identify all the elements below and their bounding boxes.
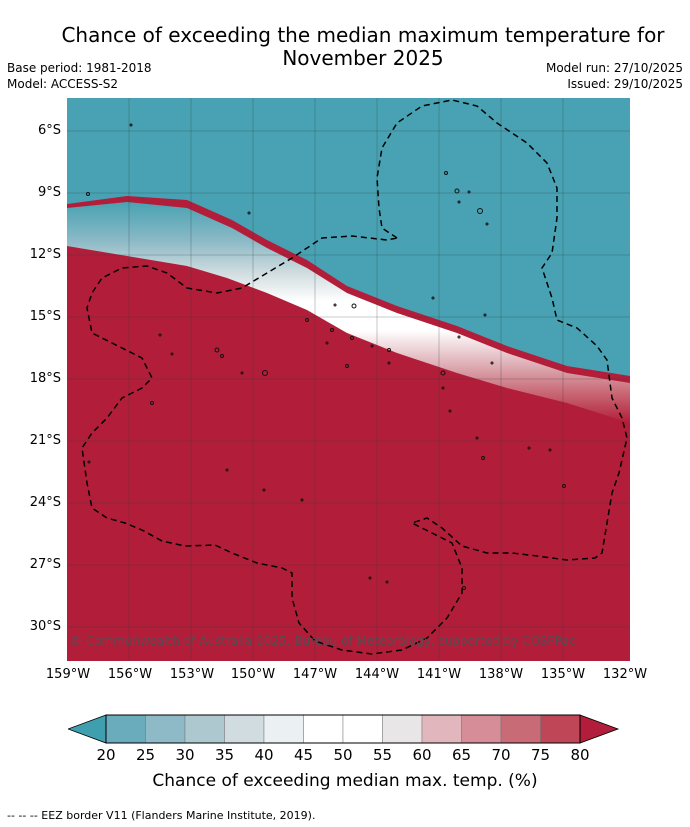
lon-label-150w: 150°W [230, 667, 276, 682]
probability-map [67, 98, 630, 661]
lon-label-144w: 144°W [354, 667, 400, 682]
lon-label-159w: 159°W [45, 667, 91, 682]
transition-band [67, 202, 630, 423]
lon-label-147w: 147°W [292, 667, 338, 682]
colorbar-tick-label: 20 [96, 746, 116, 764]
colorbar-segment [461, 714, 502, 744]
colorbar-segment [224, 714, 265, 744]
lon-label-153w: 153°W [169, 667, 215, 682]
lat-label-27s: 27°S [29, 557, 61, 572]
lon-label-135w: 135°W [540, 667, 586, 682]
eez-footnote: -- -- -- EEZ border V11 (Flanders Marine… [7, 809, 316, 822]
colorbar-segment [421, 714, 462, 744]
lon-label-138w: 138°W [478, 667, 524, 682]
colorbar-tick-label: 65 [451, 746, 472, 764]
colorbar-tick-label: 70 [491, 746, 511, 764]
high-chance-region [67, 98, 630, 376]
colorbar-label: Chance of exceeding median max. temp. (%… [152, 771, 538, 791]
colorbar-segment [540, 714, 581, 744]
lat-label-12s: 12°S [29, 247, 61, 262]
eez-border [81, 99, 628, 655]
lat-label-18s: 18°S [29, 371, 61, 386]
islands [86, 123, 566, 590]
colorbar-segment [303, 714, 344, 744]
colorbar-tick-label: 35 [214, 746, 235, 764]
lat-label-24s: 24°S [29, 495, 61, 510]
colorbar-tick-label: 30 [175, 746, 195, 764]
graticule [67, 98, 630, 661]
lat-label-30s: 30°S [29, 619, 61, 634]
colorbar-segment [342, 714, 383, 744]
issued-date: Issued: 29/10/2025 [567, 77, 683, 91]
model-name: Model: ACCESS-S2 [7, 77, 119, 91]
map-title: Chance of exceeding the median maximum t… [0, 24, 690, 70]
lat-label-21s: 21°S [29, 433, 61, 448]
colorbar-tick-label: 40 [254, 746, 274, 764]
colorbar-segment [184, 714, 225, 744]
copyright-text: © Commonwealth of Australia 2025, Bureau… [70, 634, 576, 648]
lon-label-132w: 132°W [602, 667, 648, 682]
model-run: Model run: 27/10/2025 [545, 61, 683, 75]
colorbar-tick-label: 50 [333, 746, 353, 764]
lon-label-141w: 141°W [416, 667, 462, 682]
colorbar-tick-label: 55 [372, 746, 393, 764]
colorbar-segment [382, 714, 423, 744]
meta-left: Base period: 1981-2018 Model: ACCESS-S2 [7, 60, 152, 92]
lon-label-156w: 156°W [107, 667, 153, 682]
colorbar-segment [500, 714, 541, 744]
lat-label-6s: 6°S [37, 123, 61, 138]
colorbar-segment [145, 714, 186, 744]
meta-right: Model run: 27/10/2025 Issued: 29/10/2025 [546, 60, 683, 92]
title-line-1: Chance of exceeding the median maximum t… [61, 23, 665, 47]
colorbar-under-arrow [68, 714, 107, 744]
colorbar-tick-label: 75 [530, 746, 551, 764]
colorbar-tick-label: 45 [293, 746, 314, 764]
colorbar-tick-label: 25 [135, 746, 156, 764]
colorbar [68, 714, 620, 744]
lat-label-9s: 9°S [37, 185, 61, 200]
base-period: Base period: 1981-2018 [7, 61, 152, 75]
colorbar-tick-label: 60 [412, 746, 432, 764]
title-line-2: November 2025 [282, 46, 444, 70]
colorbar-tick-label: 80 [570, 746, 590, 764]
colorbar-segment [105, 714, 146, 744]
colorbar-frame [105, 714, 581, 744]
colorbar-over-arrow [579, 714, 620, 744]
colorbar-segment [263, 714, 304, 744]
lat-label-15s: 15°S [29, 309, 61, 324]
